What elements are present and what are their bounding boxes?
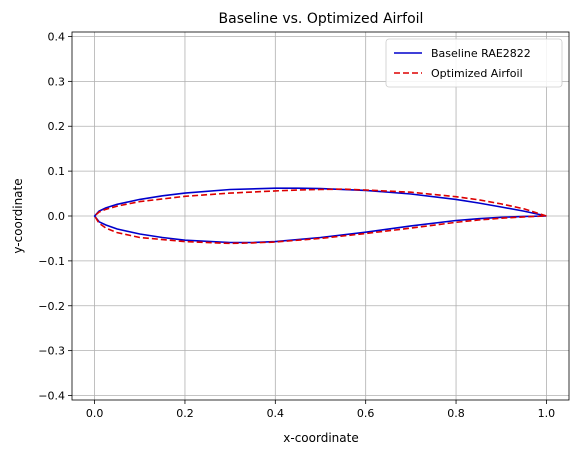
chart-title: Baseline vs. Optimized Airfoil bbox=[219, 11, 424, 27]
x-tick-label: 0.0 bbox=[86, 407, 104, 420]
series-line-0 bbox=[95, 188, 547, 242]
y-tick-label: 0.4 bbox=[48, 30, 66, 43]
y-tick-label: 0.1 bbox=[48, 165, 66, 178]
y-axis-label: y-coordinate bbox=[11, 178, 25, 253]
legend-label-1: Optimized Airfoil bbox=[431, 67, 523, 80]
y-tick-label: −0.3 bbox=[38, 345, 65, 358]
y-tick-label: 0.0 bbox=[48, 210, 66, 223]
x-tick-label: 0.8 bbox=[447, 407, 465, 420]
x-tick-label: 0.6 bbox=[357, 407, 375, 420]
x-tick-label: 0.4 bbox=[267, 407, 285, 420]
x-axis-label: x-coordinate bbox=[283, 431, 358, 445]
y-tick-label: −0.2 bbox=[38, 300, 65, 313]
legend: Baseline RAE2822 Optimized Airfoil bbox=[386, 39, 562, 87]
x-tick-label: 1.0 bbox=[538, 407, 556, 420]
x-ticks: 0.0 0.2 0.4 0.6 0.8 1.0 bbox=[86, 400, 555, 420]
y-tick-label: 0.3 bbox=[48, 75, 66, 88]
y-ticks: −0.4 −0.3 −0.2 −0.1 0.0 0.1 0.2 0.3 0.4 bbox=[38, 30, 72, 402]
y-tick-label: 0.2 bbox=[48, 120, 66, 133]
legend-label-0: Baseline RAE2822 bbox=[431, 47, 531, 60]
x-tick-label: 0.2 bbox=[176, 407, 194, 420]
y-tick-label: −0.4 bbox=[38, 390, 65, 403]
y-tick-label: −0.1 bbox=[38, 255, 65, 268]
